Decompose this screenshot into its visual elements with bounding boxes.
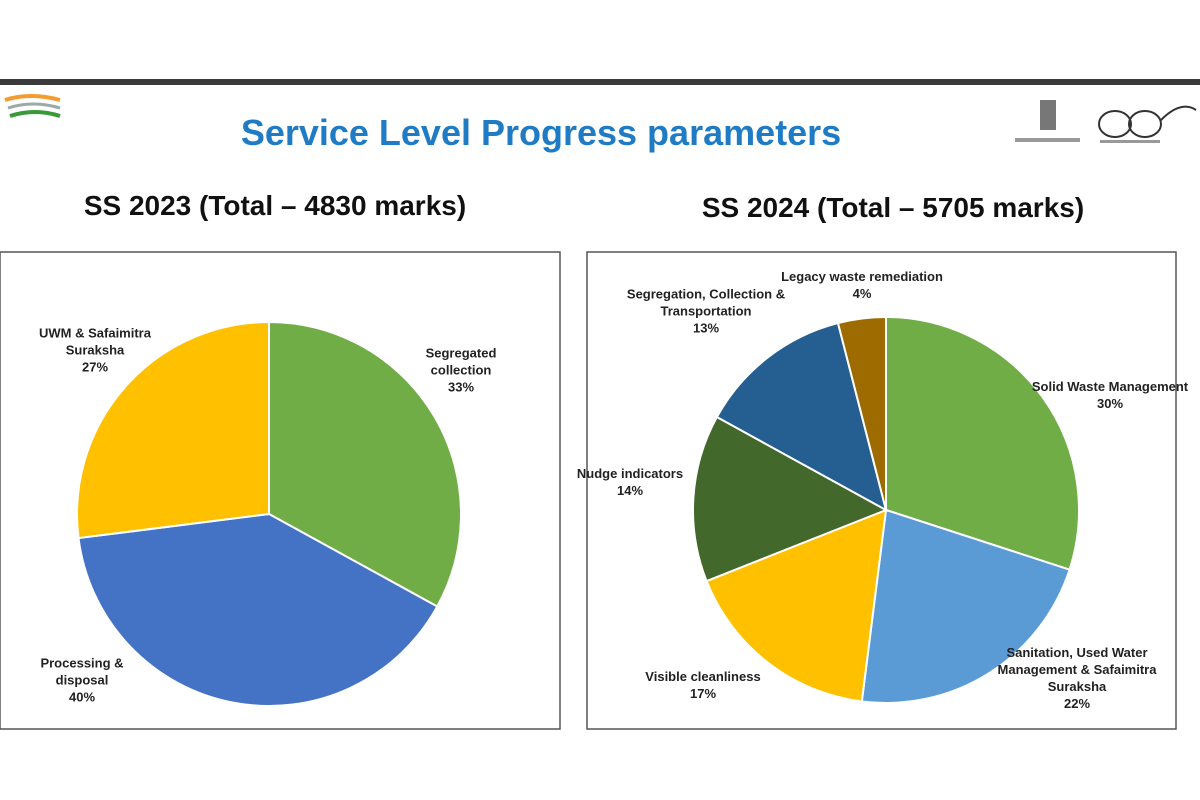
category-label: Legacy waste remediation (781, 269, 943, 284)
value-label: 17% (689, 686, 717, 701)
value-label: 13% (692, 320, 720, 336)
value-label: 27% (81, 359, 109, 375)
category-label: Segregation, Collection & Transportation (626, 286, 786, 319)
category-label: Processing & disposal (40, 655, 124, 688)
category-label: Sanitation, Used Water Management & Safa… (997, 645, 1157, 694)
value-label: 22% (1063, 696, 1091, 711)
slice-label: Segregation, Collection & Transportation… (621, 286, 791, 337)
logo-right (1015, 100, 1197, 143)
pie-slice (860, 508, 1071, 704)
pie-slice (692, 415, 889, 583)
value-label: 30% (1096, 396, 1124, 411)
chart-title: SS 2023 (Total – 4830 marks) (83, 190, 467, 221)
logo-left (4, 94, 61, 118)
category-label: Nudge indicators (576, 466, 684, 481)
pie-slice (268, 320, 462, 608)
slice-label: Solid Waste Management 30% (1025, 378, 1195, 412)
slice-label: Visible cleanliness 17% (618, 668, 788, 702)
slice-label: Processing & disposal 40% (17, 655, 147, 706)
category-label: Solid Waste Management (1031, 379, 1189, 394)
value-label: 4% (852, 286, 872, 301)
value-label: 40% (68, 689, 96, 705)
pie-slice (715, 321, 888, 512)
category-label: Visible cleanliness (645, 669, 761, 684)
chart-title: SS 2024 (Total – 5705 marks) (701, 192, 1085, 223)
page-title: Service Level Progress parameters (240, 112, 842, 153)
chart-frame (0, 251, 561, 730)
top-bar (0, 79, 1200, 85)
pie-slice (836, 315, 887, 511)
category-label: UWM & Safaimitra Suraksha (39, 325, 151, 358)
pie-slice (705, 508, 888, 703)
pie-slice (885, 315, 1080, 571)
pie-slice (77, 512, 439, 707)
chart-frame (586, 251, 1177, 730)
slice-label: Sanitation, Used Water Management & Safa… (992, 644, 1162, 712)
category-label: Segregated collection (425, 345, 497, 378)
pie-slice (76, 320, 270, 540)
value-label: 33% (447, 379, 475, 395)
slice-label: Nudge indicators 14% (545, 465, 715, 499)
slice-label: Segregated collection 33% (396, 345, 526, 396)
slice-label: UWM & Safaimitra Suraksha 27% (30, 325, 160, 376)
slice-label: Legacy waste remediation 4% (777, 268, 947, 302)
value-label: 14% (616, 483, 644, 498)
